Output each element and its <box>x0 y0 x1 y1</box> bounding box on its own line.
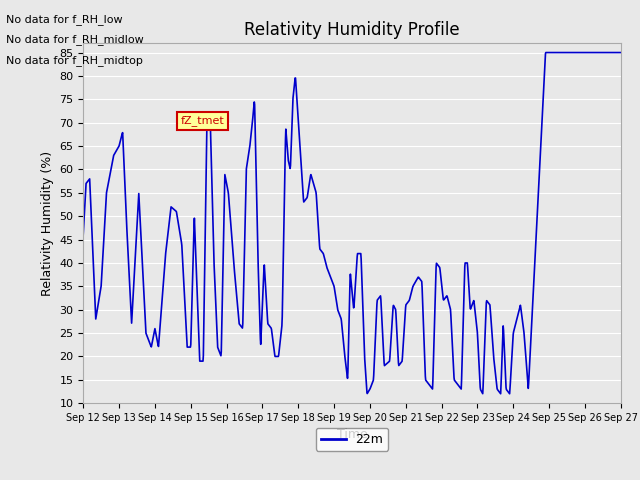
X-axis label: Time: Time <box>337 429 367 442</box>
Text: fZ_tmet: fZ_tmet <box>180 115 224 126</box>
Text: No data for f_RH_low: No data for f_RH_low <box>6 14 123 25</box>
Legend: 22m: 22m <box>316 428 388 451</box>
Text: No data for f_RH_midlow: No data for f_RH_midlow <box>6 35 144 46</box>
Title: Relativity Humidity Profile: Relativity Humidity Profile <box>244 21 460 39</box>
Y-axis label: Relativity Humidity (%): Relativity Humidity (%) <box>41 151 54 296</box>
Text: No data for f_RH_midtop: No data for f_RH_midtop <box>6 55 143 66</box>
